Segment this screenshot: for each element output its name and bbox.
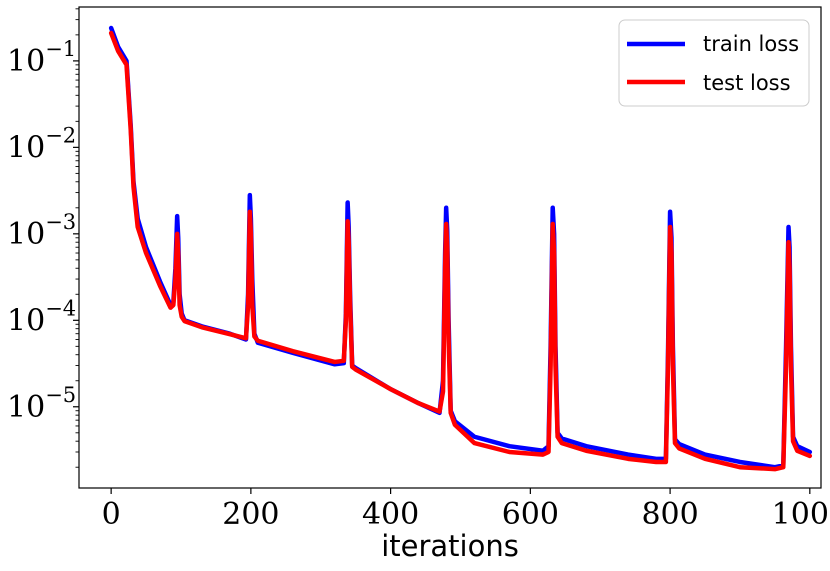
series-layer bbox=[108, 25, 813, 472]
legend: train loss test loss bbox=[618, 19, 810, 107]
x-axis: 0 200 400 600 800 1000 bbox=[102, 488, 830, 532]
x-tick-label: 0 bbox=[102, 497, 121, 532]
x-tick-label: 200 bbox=[222, 497, 279, 532]
y-axis: 10−1 10−2 10−3 10−4 10−5 bbox=[7, 8, 79, 468]
y-tick-label: 10−2 bbox=[7, 123, 76, 165]
x-axis-label: iterations bbox=[381, 529, 519, 563]
legend-label-train-loss: train loss bbox=[703, 32, 799, 56]
x-tick-label: 400 bbox=[362, 497, 419, 532]
x-tick-label: 1000 bbox=[772, 497, 830, 532]
x-tick-label: 800 bbox=[641, 497, 698, 532]
series-line-test-loss bbox=[108, 30, 813, 472]
legend-box bbox=[618, 19, 810, 107]
y-tick-label: 10−1 bbox=[7, 37, 76, 79]
y-tick-label: 10−3 bbox=[7, 210, 76, 252]
x-tick-label: 600 bbox=[502, 497, 559, 532]
legend-label-test-loss: test loss bbox=[703, 71, 791, 95]
y-tick-label: 10−4 bbox=[7, 296, 76, 338]
y-tick-label: 10−5 bbox=[7, 383, 76, 425]
